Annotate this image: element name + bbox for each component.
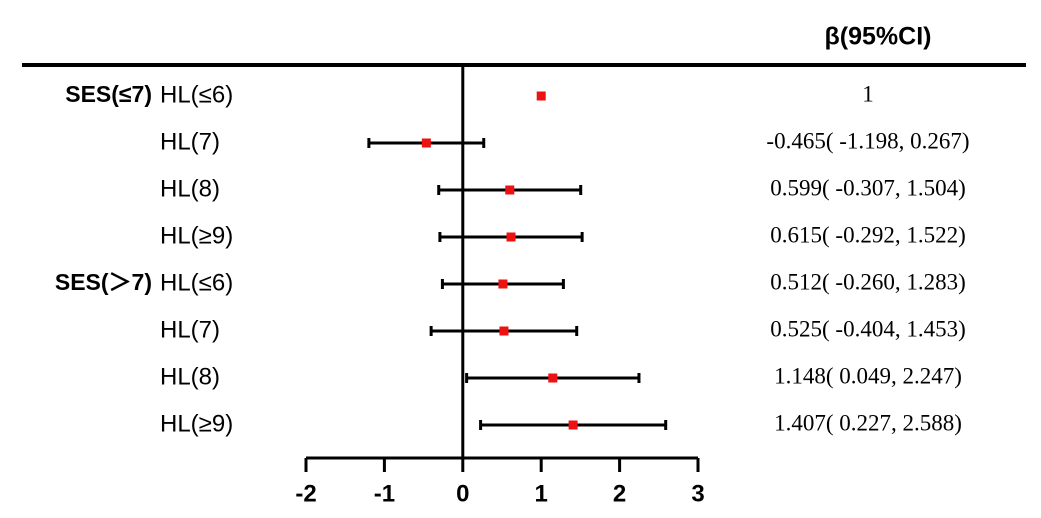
- value-label: 0.599( -0.307, 1.504): [770, 175, 965, 200]
- row-label: HL(≥9): [160, 410, 233, 437]
- row-label: HL(7): [160, 316, 220, 343]
- point-estimate: [548, 373, 558, 383]
- row-label: HL(7): [160, 128, 220, 155]
- point-estimate: [421, 138, 431, 148]
- value-label: 0.525( -0.404, 1.453): [770, 316, 965, 341]
- group-label: SES(≤7): [65, 81, 152, 107]
- value-label: 1.407( 0.227, 2.588): [774, 410, 962, 435]
- value-label: 1.148( 0.049, 2.247): [774, 363, 962, 388]
- row-label: HL(≤6): [160, 269, 233, 296]
- point-estimate: [499, 326, 509, 336]
- x-tick-label: -2: [295, 480, 316, 507]
- value-label: 0.512( -0.260, 1.283): [770, 269, 965, 294]
- value-label: 1: [862, 81, 874, 106]
- x-tick-label: 2: [613, 480, 626, 507]
- x-tick-label: 0: [456, 480, 469, 507]
- x-tick-label: 1: [535, 480, 548, 507]
- value-label: 0.615( -0.292, 1.522): [770, 222, 965, 247]
- point-estimate: [505, 185, 515, 195]
- row-label: HL(8): [160, 363, 220, 390]
- point-estimate: [568, 420, 578, 430]
- point-estimate: [498, 279, 508, 289]
- row-label: HL(≥9): [160, 222, 233, 249]
- row-label: HL(≤6): [160, 81, 233, 108]
- point-estimate: [536, 91, 546, 101]
- x-tick-label: 3: [691, 480, 704, 507]
- group-label: SES(＞7): [55, 269, 152, 295]
- value-label: -0.465( -1.198, 0.267): [766, 128, 969, 153]
- row-label: HL(8): [160, 175, 220, 202]
- column-header: β(95%CI): [825, 23, 932, 51]
- x-tick-label: -1: [374, 480, 395, 507]
- point-estimate: [506, 232, 516, 242]
